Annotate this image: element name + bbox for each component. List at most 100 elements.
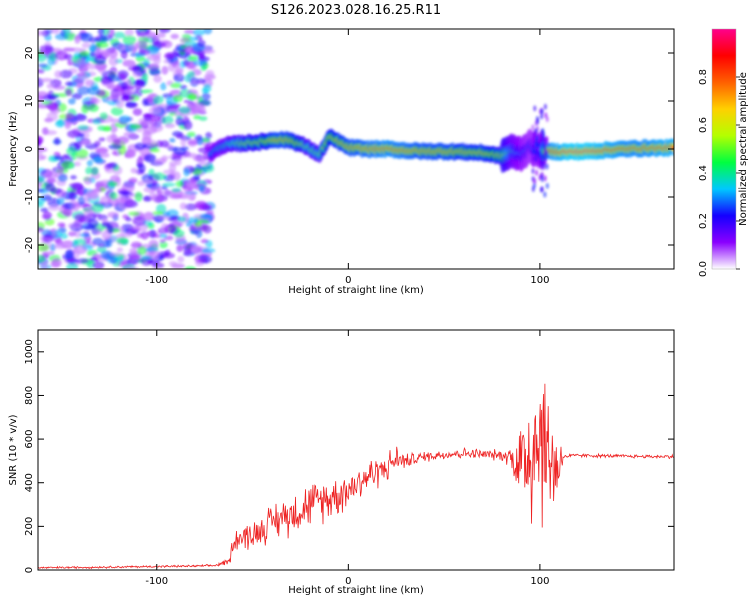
noise-blob <box>151 211 165 216</box>
noise-blob <box>79 233 90 238</box>
noise-blob <box>112 31 126 39</box>
noise-blob <box>145 31 157 39</box>
flare-blob <box>535 116 540 123</box>
noise-blob <box>44 183 56 192</box>
noise-blob <box>67 231 77 237</box>
noise-blob <box>89 191 100 200</box>
noise-blob <box>153 75 162 83</box>
colorbar: 0.0 0.2 0.4 0.6 0.8 Normalized spectral ampl… <box>698 28 749 277</box>
noise-blob <box>159 233 168 239</box>
flare-blob <box>544 112 548 119</box>
noise-blob <box>46 111 58 122</box>
noise-blob <box>185 182 194 187</box>
noise-blob <box>110 91 121 97</box>
noise-blob <box>118 115 131 124</box>
noise-blob <box>163 52 175 60</box>
noise-blob <box>99 195 112 206</box>
noise-blob <box>125 200 137 207</box>
y-tick-label: 0 <box>24 567 35 573</box>
noise-blob <box>190 244 203 254</box>
noise-blob <box>134 142 146 150</box>
noise-blob <box>168 194 183 200</box>
noise-blob <box>92 237 104 246</box>
noise-blob <box>185 45 193 54</box>
noise-blob <box>81 104 89 114</box>
noise-blob <box>38 63 48 68</box>
noise-blob <box>115 198 124 204</box>
snr-y-label: SNR (10 * v/v) <box>8 414 19 485</box>
noise-blob <box>107 224 114 234</box>
noise-blob <box>179 202 187 210</box>
noise-blob <box>163 59 172 64</box>
noise-blob <box>165 104 180 114</box>
flare-blob <box>540 113 544 120</box>
noise-blob <box>184 122 193 128</box>
spectrogram-heatmap <box>38 29 674 269</box>
spectrogram-ridge <box>207 103 674 198</box>
noise-blob <box>171 188 182 193</box>
noise-blob <box>38 155 45 161</box>
noise-blob <box>188 36 199 42</box>
noise-blob <box>110 107 124 116</box>
noise-blob <box>148 106 162 115</box>
noise-blob <box>106 95 120 101</box>
noise-blob <box>155 140 164 148</box>
y-tick-label: 10 <box>24 95 35 108</box>
noise-blob <box>118 190 131 195</box>
noise-blob <box>198 204 213 211</box>
noise-blob <box>176 68 183 77</box>
flare-blob <box>543 103 547 110</box>
noise-blob <box>176 244 184 252</box>
noise-blob <box>160 29 168 33</box>
noise-blob <box>98 137 106 142</box>
colorbar-frame <box>711 28 737 270</box>
noise-blob <box>168 260 178 267</box>
noise-blob <box>124 266 139 269</box>
noise-blob <box>187 70 195 78</box>
noise-blob <box>130 167 138 174</box>
noise-blob <box>173 171 181 181</box>
noise-blob <box>61 161 75 170</box>
flare-blob <box>535 135 539 142</box>
noise-blob <box>188 55 199 62</box>
noise-blob <box>120 95 130 102</box>
noise-blob <box>149 148 160 153</box>
noise-blob <box>68 182 83 189</box>
noise-blob <box>74 140 83 151</box>
flare-blob <box>531 185 535 192</box>
noise-blob <box>53 137 61 145</box>
spectrogram-y-label: Frequency (Hz) <box>8 111 19 187</box>
noise-blob <box>84 79 95 87</box>
noise-blob <box>65 112 75 121</box>
colorbar-label: Normalized spectral amplitude <box>738 72 749 226</box>
noise-blob <box>117 137 127 147</box>
noise-blob <box>173 146 187 156</box>
noise-blob <box>108 48 118 59</box>
noise-blob <box>162 211 171 218</box>
noise-blob <box>147 229 158 238</box>
noise-blob <box>148 249 160 260</box>
noise-blob <box>164 223 177 234</box>
noise-blob <box>42 94 57 102</box>
noise-blob <box>76 189 85 196</box>
noise-blob <box>151 195 164 203</box>
y-tick-label: 200 <box>24 517 35 536</box>
y-tick-label: -20 <box>24 237 35 253</box>
noise-blob <box>69 47 83 52</box>
noise-blob <box>77 124 89 131</box>
noise-blob <box>159 190 173 196</box>
noise-blob <box>103 125 112 131</box>
noise-blob <box>125 217 132 222</box>
noise-blob <box>116 237 129 245</box>
noise-blob <box>161 155 168 162</box>
flare-blob <box>531 124 535 131</box>
colorbar-tick-label: 0.0 <box>698 261 709 277</box>
noise-blob <box>144 153 157 163</box>
noise-blob <box>66 146 78 156</box>
noise-blob <box>140 89 154 94</box>
noise-blob <box>79 50 90 57</box>
spectrogram-x-ticks: -100 0 100 <box>145 29 549 286</box>
noise-blob <box>41 29 50 37</box>
noise-blob <box>170 33 179 39</box>
noise-blob <box>77 196 86 206</box>
